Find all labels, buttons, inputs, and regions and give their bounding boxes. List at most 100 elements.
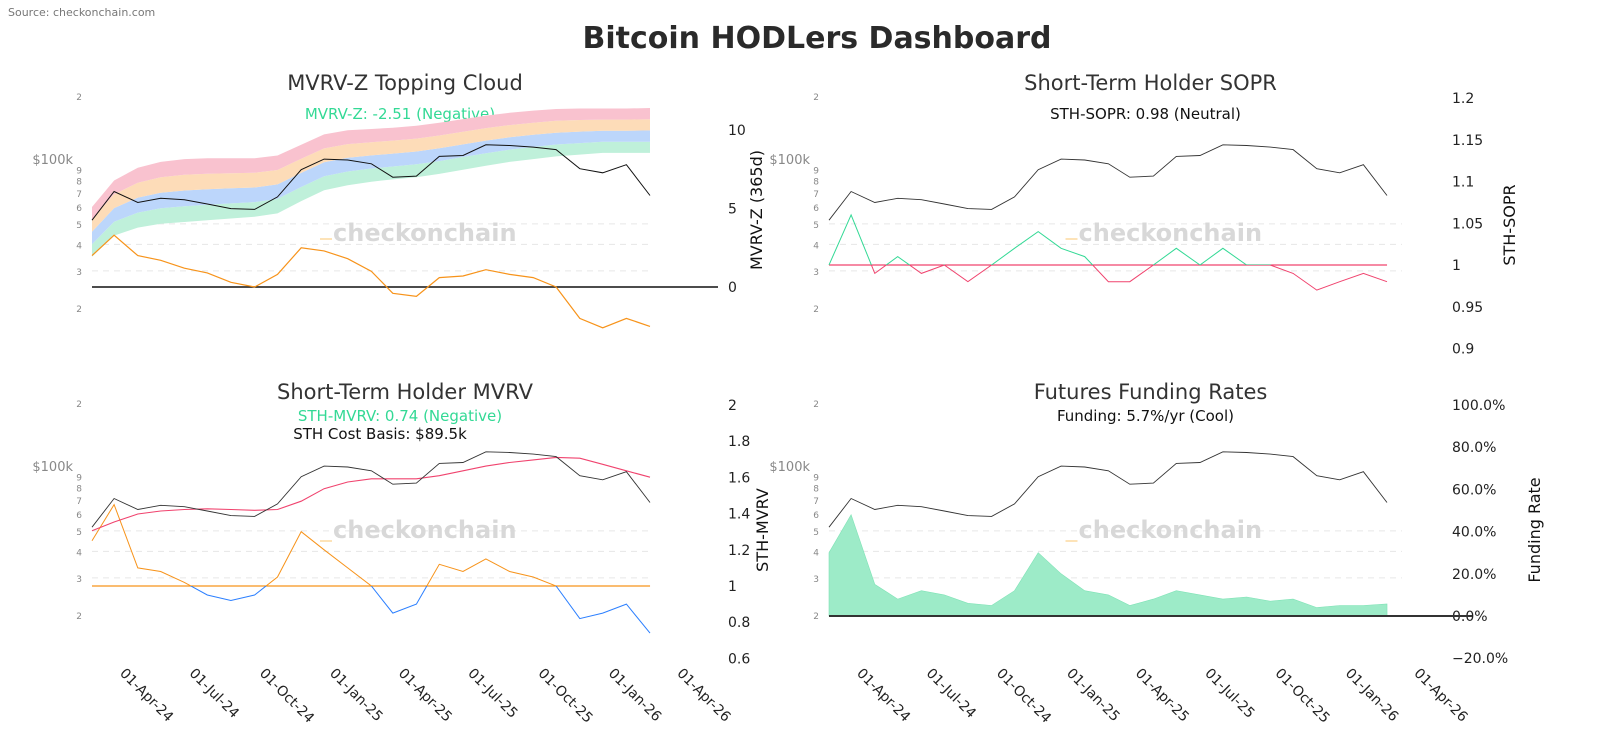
- right-axis-tick: 0: [728, 280, 737, 296]
- x-axis-tick: 01-Apr-24: [116, 666, 176, 726]
- x-axis-tick: 01-Jul-24: [186, 666, 242, 722]
- left-axis-tick: 2: [813, 305, 819, 315]
- watermark: checkonchain: [1079, 219, 1263, 247]
- x-axis-tick: 01-Jul-25: [1201, 666, 1257, 722]
- right-axis-title: STH-MVRV: [753, 488, 772, 572]
- subplot-title: Short-Term Holder MVRV: [277, 380, 534, 404]
- watermark: checkonchain: [333, 516, 517, 544]
- right-axis-tick: 1: [1452, 258, 1461, 274]
- left-axis-tick: 4: [813, 548, 819, 558]
- x-axis-tick: 01-Jul-25: [464, 666, 520, 722]
- left-axis-tick: 7: [76, 497, 82, 507]
- left-axis-tick: 6: [76, 511, 82, 521]
- sth-mvrv-line-above: [91, 503, 557, 586]
- x-axis-tick: 01-Apr-26: [1411, 666, 1471, 726]
- right-axis-tick: 40.0%: [1452, 525, 1496, 541]
- right-axis-tick: 1.2: [1452, 91, 1474, 107]
- value-annotation: Funding: 5.7%/yr (Cool): [1057, 407, 1234, 425]
- right-axis-tick: 5: [728, 202, 737, 218]
- price-line: [828, 451, 1388, 528]
- value-annotation: STH-SOPR: 0.98 (Neutral): [1050, 105, 1241, 123]
- left-axis-tick: 2: [76, 305, 82, 315]
- cloud-band-blue: [92, 130, 650, 245]
- x-axis-tick: 01-Oct-24: [993, 666, 1054, 727]
- watermark-dash: [320, 540, 332, 542]
- cost-basis-annotation: STH Cost Basis: $89.5k: [293, 425, 467, 443]
- right-axis-tick: 1: [728, 579, 737, 595]
- right-axis-tick: 0.9: [1452, 342, 1474, 358]
- right-axis-tick: 1.8: [728, 434, 750, 450]
- value-annotation: STH-MVRV: 0.74 (Negative): [298, 407, 502, 425]
- left-axis-tick: $100k: [32, 460, 73, 475]
- watermark-dash: [1065, 540, 1078, 542]
- left-axis-tick: 3: [813, 268, 819, 278]
- right-axis-tick: 0.8: [728, 615, 750, 631]
- left-axis-tick: 7: [76, 190, 82, 200]
- left-axis-tick: 8: [813, 485, 819, 495]
- right-axis-tick: 1.05: [1452, 216, 1483, 232]
- mvrv-z-line: [91, 234, 651, 329]
- watermark-dash: [320, 238, 332, 240]
- right-axis-tick: 1.2: [728, 543, 750, 559]
- left-axis-tick: 2: [76, 93, 82, 103]
- left-axis-tick: 4: [813, 241, 819, 251]
- left-axis-tick: 3: [76, 575, 82, 585]
- right-axis-tick: 1.1: [1452, 175, 1474, 191]
- right-axis-title: MVRV-Z (365d): [747, 150, 766, 270]
- right-axis-tick: 100.0%: [1452, 398, 1505, 414]
- left-axis-tick: 2: [76, 400, 82, 410]
- left-axis-tick: 9: [813, 167, 819, 177]
- x-axis-tick: 01-Apr-26: [674, 666, 734, 726]
- left-axis-tick: $100k: [769, 153, 810, 168]
- x-axis-tick: 01-Apr-25: [395, 666, 455, 726]
- right-axis-tick: −20.0%: [1452, 651, 1508, 667]
- left-axis-tick: 9: [76, 167, 82, 177]
- left-axis-tick: 6: [76, 204, 82, 214]
- right-axis-tick: 80.0%: [1452, 440, 1496, 456]
- x-axis-tick: 01-Apr-25: [1132, 666, 1192, 726]
- cloud-band-red: [92, 108, 650, 220]
- left-axis-tick: 8: [813, 178, 819, 188]
- right-axis-tick: 1.15: [1452, 133, 1483, 149]
- x-axis-tick: 01-Jan-26: [1342, 666, 1402, 726]
- dashboard-title: Bitcoin HODLers Dashboard: [583, 21, 1052, 56]
- left-axis-tick: 4: [76, 548, 82, 558]
- x-axis-tick: 01-Jul-24: [923, 666, 979, 722]
- left-axis-tick: 3: [813, 575, 819, 585]
- watermark: checkonchain: [333, 219, 517, 247]
- left-axis-tick: 7: [813, 190, 819, 200]
- left-axis-tick: 5: [813, 528, 819, 538]
- x-axis-tick: 01-Oct-24: [256, 666, 317, 727]
- panel-sthmvrv: Short-Term Holder MVRV STH-MVRV: 0.74 (Ne…: [32, 380, 772, 727]
- right-axis-tick: 2: [728, 398, 737, 414]
- panel-funding: Futures Funding Rates Funding: 5.7%/yr (C…: [769, 380, 1544, 727]
- x-axis-tick: 01-Oct-25: [535, 666, 596, 727]
- left-axis-tick: 4: [76, 241, 82, 251]
- left-axis-tick: 2: [813, 400, 819, 410]
- right-axis-tick: 1.6: [728, 470, 750, 486]
- panel-mvrvz: MVRV-Z Topping Cloud MVRV-Z: -2.51 (Negat…: [32, 71, 766, 329]
- left-axis-tick: 3: [76, 268, 82, 278]
- left-axis-tick: 9: [813, 474, 819, 484]
- price-line: [828, 144, 1388, 221]
- left-axis-tick: 6: [813, 204, 819, 214]
- value-annotation: MVRV-Z: -2.51 (Negative): [305, 105, 495, 123]
- left-axis-tick: 5: [813, 221, 819, 231]
- left-axis-tick: 2: [813, 93, 819, 103]
- right-axis-tick: 10: [728, 123, 746, 139]
- left-axis-tick: 8: [76, 485, 82, 495]
- x-axis-tick: 01-Jan-25: [1063, 666, 1122, 725]
- right-axis-title: STH-SOPR: [1500, 184, 1519, 265]
- subplot-title: Futures Funding Rates: [1034, 380, 1268, 404]
- price-line: [91, 144, 651, 221]
- sopr-line-below: [829, 265, 1388, 291]
- x-axis-tick: 01-Jan-25: [326, 666, 385, 725]
- right-axis-tick: 0.95: [1452, 300, 1483, 316]
- x-axis-tick: 01-Jan-26: [605, 666, 665, 726]
- subplot-title: Short-Term Holder SOPR: [1024, 71, 1277, 95]
- right-axis-tick: 60.0%: [1452, 482, 1496, 498]
- cloud-band-green: [92, 141, 650, 257]
- sth-cost-basis-line: [91, 456, 651, 532]
- x-axis-tick: 01-Apr-24: [853, 666, 913, 726]
- left-axis-tick: 5: [76, 528, 82, 538]
